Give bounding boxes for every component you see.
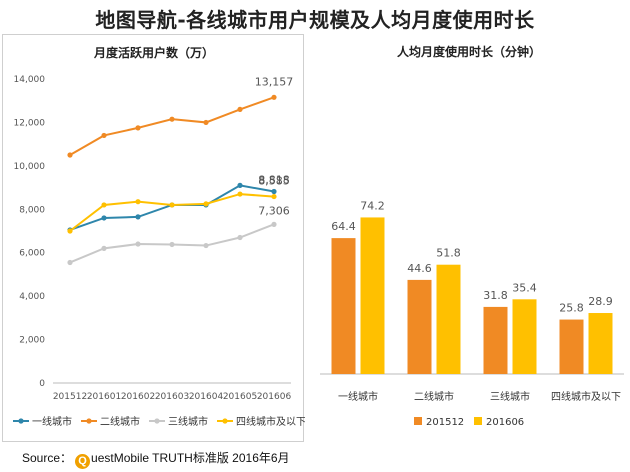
bar-value-label: 28.9 xyxy=(588,295,613,308)
source-brand: uestMobile TRUTH标准版 2016年6月 xyxy=(91,451,290,465)
line-chart-legend: 一线城市 二线城市 三线城市 四线城市及以下 xyxy=(13,415,305,428)
line-y-tick-label: 2,000 xyxy=(19,336,45,346)
line-point xyxy=(101,132,107,139)
bar xyxy=(407,279,432,374)
bar-value-label: 64.4 xyxy=(331,220,356,233)
line-y-tick-label: 0 xyxy=(39,379,45,389)
questmobile-q-logo: Q xyxy=(75,454,91,469)
line-end-label: 8,818 xyxy=(258,174,290,187)
bar-value-label: 44.6 xyxy=(407,262,432,275)
bar-chart: 人均月度使用时长（分钟） 一线城市 二线城市 三线城市 四线城市及以下 64.4 74.… xyxy=(320,44,624,428)
line-point xyxy=(203,119,209,126)
line-point xyxy=(135,214,141,220)
line-point xyxy=(135,125,141,131)
legend-label: 201606 xyxy=(486,417,524,428)
legend-label: 四线城市及以下 xyxy=(236,415,305,428)
bar-value-label: 25.8 xyxy=(559,302,584,315)
line-point xyxy=(271,188,277,195)
line-y-tick-label: 10,000 xyxy=(14,162,46,172)
legend-line-marker xyxy=(222,418,228,424)
line-y-tick-label: 14,000 xyxy=(14,75,46,85)
line-series-2 xyxy=(69,96,275,156)
line-point xyxy=(67,152,73,158)
bar-value-label: 31.8 xyxy=(483,289,508,302)
line-point xyxy=(169,241,175,248)
bar-category-label: 三线城市 xyxy=(490,390,530,403)
line-point xyxy=(271,193,277,200)
bar-chart-axes: 一线城市 二线城市 三线城市 四线城市及以下 xyxy=(320,373,624,403)
line-point xyxy=(135,199,141,205)
line-x-tick-label: 201603 xyxy=(155,392,189,402)
line-x-tick-label: 201602 xyxy=(121,392,155,402)
line-chart-title: 月度活跃用户数（万） xyxy=(93,45,214,60)
bar-chart-title: 人均月度使用时长（分钟） xyxy=(397,44,541,59)
line-x-tick-label: 201606 xyxy=(257,392,292,402)
legend-line-marker xyxy=(154,418,160,424)
bar xyxy=(512,299,537,374)
line-x-tick-label: 201512 xyxy=(53,392,87,402)
legend-line-marker xyxy=(18,418,24,424)
line-point xyxy=(237,234,243,241)
line-y-tick-label: 8,000 xyxy=(19,205,45,215)
line-point xyxy=(237,191,243,197)
bar-chart-legend: 201512 201606 xyxy=(414,417,524,428)
bar xyxy=(436,264,461,374)
line-chart: 月度活跃用户数（万） 0 2,000 4,000 6,000 8,000 10,000 12… xyxy=(13,45,305,428)
legend-label: 201512 xyxy=(426,417,464,428)
line-end-label: 7,306 xyxy=(258,204,290,217)
page-title: 地图导航-各线城市用户规模及人均月度使用时长 xyxy=(95,8,535,32)
source-label: Source： xyxy=(22,451,73,465)
bar-value-label: 74.2 xyxy=(360,199,385,212)
line-x-tick-label: 201601 xyxy=(87,392,121,402)
line-point xyxy=(101,202,107,208)
bar-value-label: 35.4 xyxy=(512,281,537,294)
legend-swatch xyxy=(414,417,422,425)
legend-label: 一线城市 xyxy=(32,415,72,428)
line-y-tick-label: 6,000 xyxy=(19,249,45,259)
line-end-label: 13,157 xyxy=(255,75,294,88)
line-point xyxy=(203,242,209,249)
legend-label: 三线城市 xyxy=(168,415,208,428)
bar-value-label: 51.8 xyxy=(436,247,461,260)
bar xyxy=(588,313,613,374)
line-chart-panel: 月度活跃用户数（万） 0 2,000 4,000 6,000 8,000 10,000 12… xyxy=(2,34,305,442)
line-point xyxy=(135,241,141,247)
line-y-tick-label: 12,000 xyxy=(14,118,46,128)
line-point xyxy=(169,116,175,122)
line-point xyxy=(169,202,175,208)
bar-category-label: 四线城市及以下 xyxy=(551,390,621,403)
line-x-tick-label: 201605 xyxy=(223,392,257,402)
line-end-label: 8,585 xyxy=(258,175,290,188)
line-x-tick-label: 201604 xyxy=(189,392,224,402)
line-chart-axes: 0 2,000 4,000 6,000 8,000 10,000 12,000 14,000 2… xyxy=(14,75,292,402)
bar xyxy=(483,306,508,374)
bar-category-label: 一线城市 xyxy=(338,390,378,403)
line-point xyxy=(101,245,107,251)
line-point xyxy=(67,259,73,266)
bar xyxy=(360,217,385,374)
line-point xyxy=(271,221,277,227)
bar-chart-panel: 人均月度使用时长（分钟） 一线城市 二线城市 三线城市 四线城市及以下 64.4 74.… xyxy=(312,34,626,442)
bar xyxy=(331,238,356,374)
line-point xyxy=(271,94,277,100)
bar xyxy=(559,319,584,374)
bar-category-label: 二线城市 xyxy=(414,390,454,403)
line-chart-series: 8,818 13,157 7,306 8,585 xyxy=(67,75,294,266)
line-point xyxy=(67,228,73,234)
line-point xyxy=(203,201,209,207)
line-y-tick-label: 4,000 xyxy=(19,292,45,302)
legend-line-marker xyxy=(86,418,92,424)
bar-chart-bars: 64.4 74.2 44.6 51.8 31.8 35.4 25.8 28.9 xyxy=(331,199,613,374)
line-point xyxy=(101,215,107,221)
legend-label: 二线城市 xyxy=(100,415,140,428)
line-series-4 xyxy=(69,193,275,232)
line-point xyxy=(237,106,243,112)
legend-swatch xyxy=(474,417,482,425)
line-point xyxy=(237,182,243,188)
